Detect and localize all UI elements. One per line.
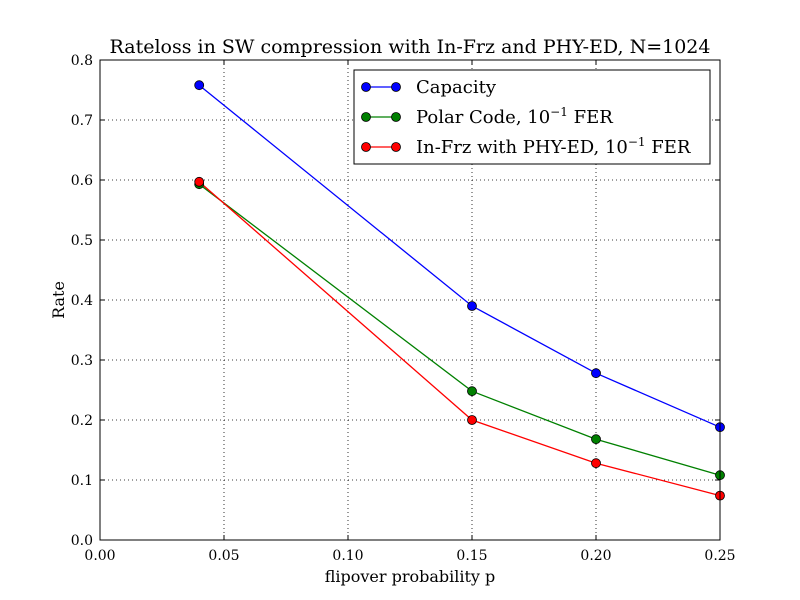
y-axis-label: Rate [49, 281, 68, 319]
data-point-series-0 [591, 368, 601, 379]
legend-label-exponent: −1 [550, 105, 568, 119]
data-point-series-0 [467, 301, 477, 311]
series-line-1 [198, 183, 721, 476]
data-point-series-2 [467, 415, 477, 425]
series-line-2 [198, 181, 721, 497]
y-tick-label: 0.5 [71, 233, 93, 249]
x-tick-label: 0.10 [332, 548, 363, 564]
legend-label-tail: FER [568, 107, 613, 128]
data-point-series-1 [591, 434, 601, 445]
data-point-series-1 [467, 386, 477, 397]
legend-label-main: Capacity [416, 77, 497, 98]
x-tick-label: 0.15 [456, 548, 487, 564]
axis-ticks: 0.00 0.05 0.10 0.15 0.20 0.25 0.0 0.1 0.2 0.3 0.4 0… [71, 53, 736, 564]
data-point-series-2 [591, 458, 601, 469]
legend-label-tail: FER [646, 137, 691, 158]
y-tick-label: 0.6 [71, 173, 93, 189]
x-tick-label: 0.05 [208, 548, 239, 564]
y-tick-label: 0.0 [71, 533, 93, 549]
x-tick-label: 0.20 [580, 548, 611, 564]
y-tick-label: 0.2 [71, 413, 93, 429]
y-tick-label: 0.1 [71, 473, 93, 489]
series-points [194, 80, 725, 501]
legend-marker [361, 142, 371, 152]
x-tick-label: 0.25 [704, 548, 735, 564]
legend-label-main: In-Frz with PHY-ED, 10 [416, 137, 628, 158]
series-line-0 [198, 84, 721, 428]
y-tick-label: 0.7 [71, 113, 93, 129]
y-tick-label: 0.3 [71, 353, 93, 369]
legend-label: Polar Code, 10−1 FER [416, 105, 613, 128]
legend-marker [391, 112, 401, 122]
legend-marker [361, 82, 371, 92]
y-tick-label: 0.8 [71, 53, 93, 69]
legend-label: In-Frz with PHY-ED, 10−1 FER [416, 135, 691, 158]
legend-marker [361, 112, 371, 122]
legend-label: Capacity [416, 77, 497, 98]
legend-marker [391, 142, 401, 152]
chart-title: Rateloss in SW compression with In-Frz a… [110, 36, 711, 58]
x-axis-label: flipover probability p [325, 567, 496, 586]
legend-label-main: Polar Code, 10 [416, 107, 550, 128]
data-point-series-0 [194, 80, 205, 91]
legend-marker [391, 82, 401, 92]
legend-label-exponent: −1 [628, 135, 646, 149]
x-tick-label: 0.00 [84, 548, 115, 564]
legend-box [353, 69, 711, 165]
series-lines [198, 84, 721, 497]
y-tick-label: 0.4 [71, 293, 93, 309]
data-point-series-2 [194, 176, 205, 187]
